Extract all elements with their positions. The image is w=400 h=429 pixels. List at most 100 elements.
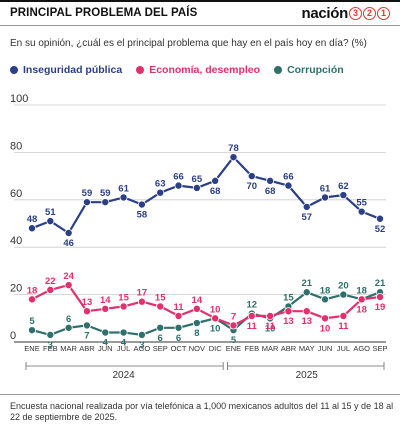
survey-question: En su opinión, ¿cuál es el principal pro…	[10, 38, 367, 49]
x-tick-label: JUL	[117, 344, 130, 353]
data-label-inseguridad: 59	[100, 188, 111, 199]
data-label-corrupcion: 10	[265, 323, 276, 334]
data-label-corrupcion: 15	[283, 292, 294, 303]
data-point-economia	[27, 295, 36, 304]
x-tick-label: ABR	[281, 344, 297, 353]
brand-digit-1: 1	[377, 6, 390, 20]
brand-digit-3: 3	[349, 6, 362, 20]
legend-item-inseguridad: Inseguridad pública	[10, 64, 122, 76]
data-label-corrupcion: 5	[231, 335, 237, 346]
data-point-corrupcion	[174, 323, 183, 332]
x-tick-label: JUL	[337, 344, 350, 353]
data-point-economia	[375, 292, 384, 301]
x-tick-label: NOV	[189, 344, 205, 353]
data-label-economia: 17	[137, 288, 148, 299]
chart-legend: Inseguridad pública Economía, desempleo …	[10, 64, 358, 76]
data-point-inseguridad	[174, 181, 183, 190]
data-point-inseguridad	[82, 198, 91, 207]
data-point-inseguridad	[266, 176, 275, 185]
data-label-economia: 13	[82, 297, 93, 308]
data-label-corrupcion: 4	[121, 338, 127, 349]
brand-digit-2: 2	[363, 6, 376, 20]
x-tick-label: JUN	[318, 344, 333, 353]
x-tick-label: MAR	[60, 344, 77, 353]
data-point-inseguridad	[247, 172, 256, 181]
footnote-rule	[0, 394, 400, 395]
legend-item-corrupcion: Corrupción	[274, 64, 344, 76]
footnote: Encuesta nacional realizada por vía tele…	[10, 401, 394, 422]
data-label-inseguridad: 68	[265, 186, 276, 197]
data-label-economia: 13	[283, 316, 294, 327]
data-label-economia: 10	[320, 323, 331, 334]
data-label-corrupcion: 6	[158, 333, 163, 344]
data-label-inseguridad: 68	[210, 186, 221, 197]
data-label-corrupcion: 21	[301, 278, 312, 289]
data-label-inseguridad: 59	[82, 188, 93, 199]
legend-item-economia: Economía, desempleo	[136, 64, 260, 76]
year-label-2024: 2024	[112, 370, 135, 381]
data-point-inseguridad	[156, 188, 165, 197]
data-point-inseguridad	[64, 228, 73, 237]
x-tick-label: FEB	[244, 344, 259, 353]
brand-logo: nación 3 2 1	[301, 4, 390, 22]
data-point-corrupcion	[27, 326, 36, 335]
data-point-inseguridad	[101, 198, 110, 207]
x-tick-label: OCT	[171, 344, 187, 353]
data-point-economia	[321, 314, 330, 323]
data-label-inseguridad: 57	[301, 212, 312, 223]
data-label-corrupcion: 5	[29, 316, 35, 327]
data-label-inseguridad: 51	[45, 207, 56, 218]
data-point-economia	[101, 304, 110, 313]
y-tick-label: 60	[10, 188, 22, 200]
data-point-corrupcion	[64, 323, 73, 332]
data-point-economia	[339, 311, 348, 320]
data-label-economia: 18	[27, 285, 38, 296]
data-point-corrupcion	[321, 295, 330, 304]
x-tick-label: ENE	[24, 344, 39, 353]
data-label-corrupcion: 20	[338, 281, 349, 292]
data-point-economia	[46, 285, 55, 294]
data-label-economia: 19	[375, 302, 386, 313]
data-label-economia: 11	[265, 321, 276, 332]
data-label-inseguridad: 48	[27, 214, 38, 225]
x-tick-label: SEP	[372, 344, 387, 353]
data-label-corrupcion: 8	[194, 328, 199, 339]
data-label-economia: 15	[118, 292, 129, 303]
brand-wordmark: nación	[301, 4, 348, 22]
data-label-corrupcion: 12	[247, 300, 258, 311]
top-rule	[0, 0, 400, 2]
data-label-inseguridad: 65	[192, 174, 203, 185]
data-label-economia: 7	[231, 311, 236, 322]
data-point-economia	[266, 311, 275, 320]
data-point-economia	[64, 281, 73, 290]
x-tick-label: AGO	[353, 344, 370, 353]
data-point-corrupcion	[46, 330, 55, 339]
legend-label-inseguridad: Inseguridad pública	[23, 64, 123, 76]
data-label-inseguridad: 46	[63, 238, 74, 249]
data-label-economia: 13	[301, 316, 312, 327]
data-point-inseguridad	[46, 217, 55, 226]
data-point-corrupcion	[192, 319, 201, 328]
data-point-inseguridad	[375, 214, 384, 223]
data-point-corrupcion	[101, 328, 110, 337]
x-tick-label: MAR	[262, 344, 279, 353]
data-point-economia	[119, 302, 128, 311]
data-label-corrupcion: 6	[66, 314, 71, 325]
data-label-corrupcion: 10	[210, 323, 221, 334]
data-point-corrupcion	[82, 321, 91, 330]
y-tick-label: 40	[10, 235, 22, 247]
legend-dot-inseguridad	[10, 66, 18, 74]
data-point-inseguridad	[302, 202, 311, 211]
data-point-inseguridad	[119, 193, 128, 202]
data-point-inseguridad	[339, 191, 348, 200]
data-point-corrupcion	[302, 288, 311, 297]
data-label-corrupcion: 18	[320, 285, 331, 296]
data-point-inseguridad	[192, 183, 201, 192]
data-label-economia: 24	[63, 271, 74, 282]
data-label-inseguridad: 70	[247, 181, 258, 192]
data-point-inseguridad	[229, 153, 238, 162]
legend-label-corrupcion: Corrupción	[287, 64, 344, 76]
legend-dot-corrupcion	[274, 66, 283, 74]
data-label-economia: 14	[192, 295, 203, 306]
